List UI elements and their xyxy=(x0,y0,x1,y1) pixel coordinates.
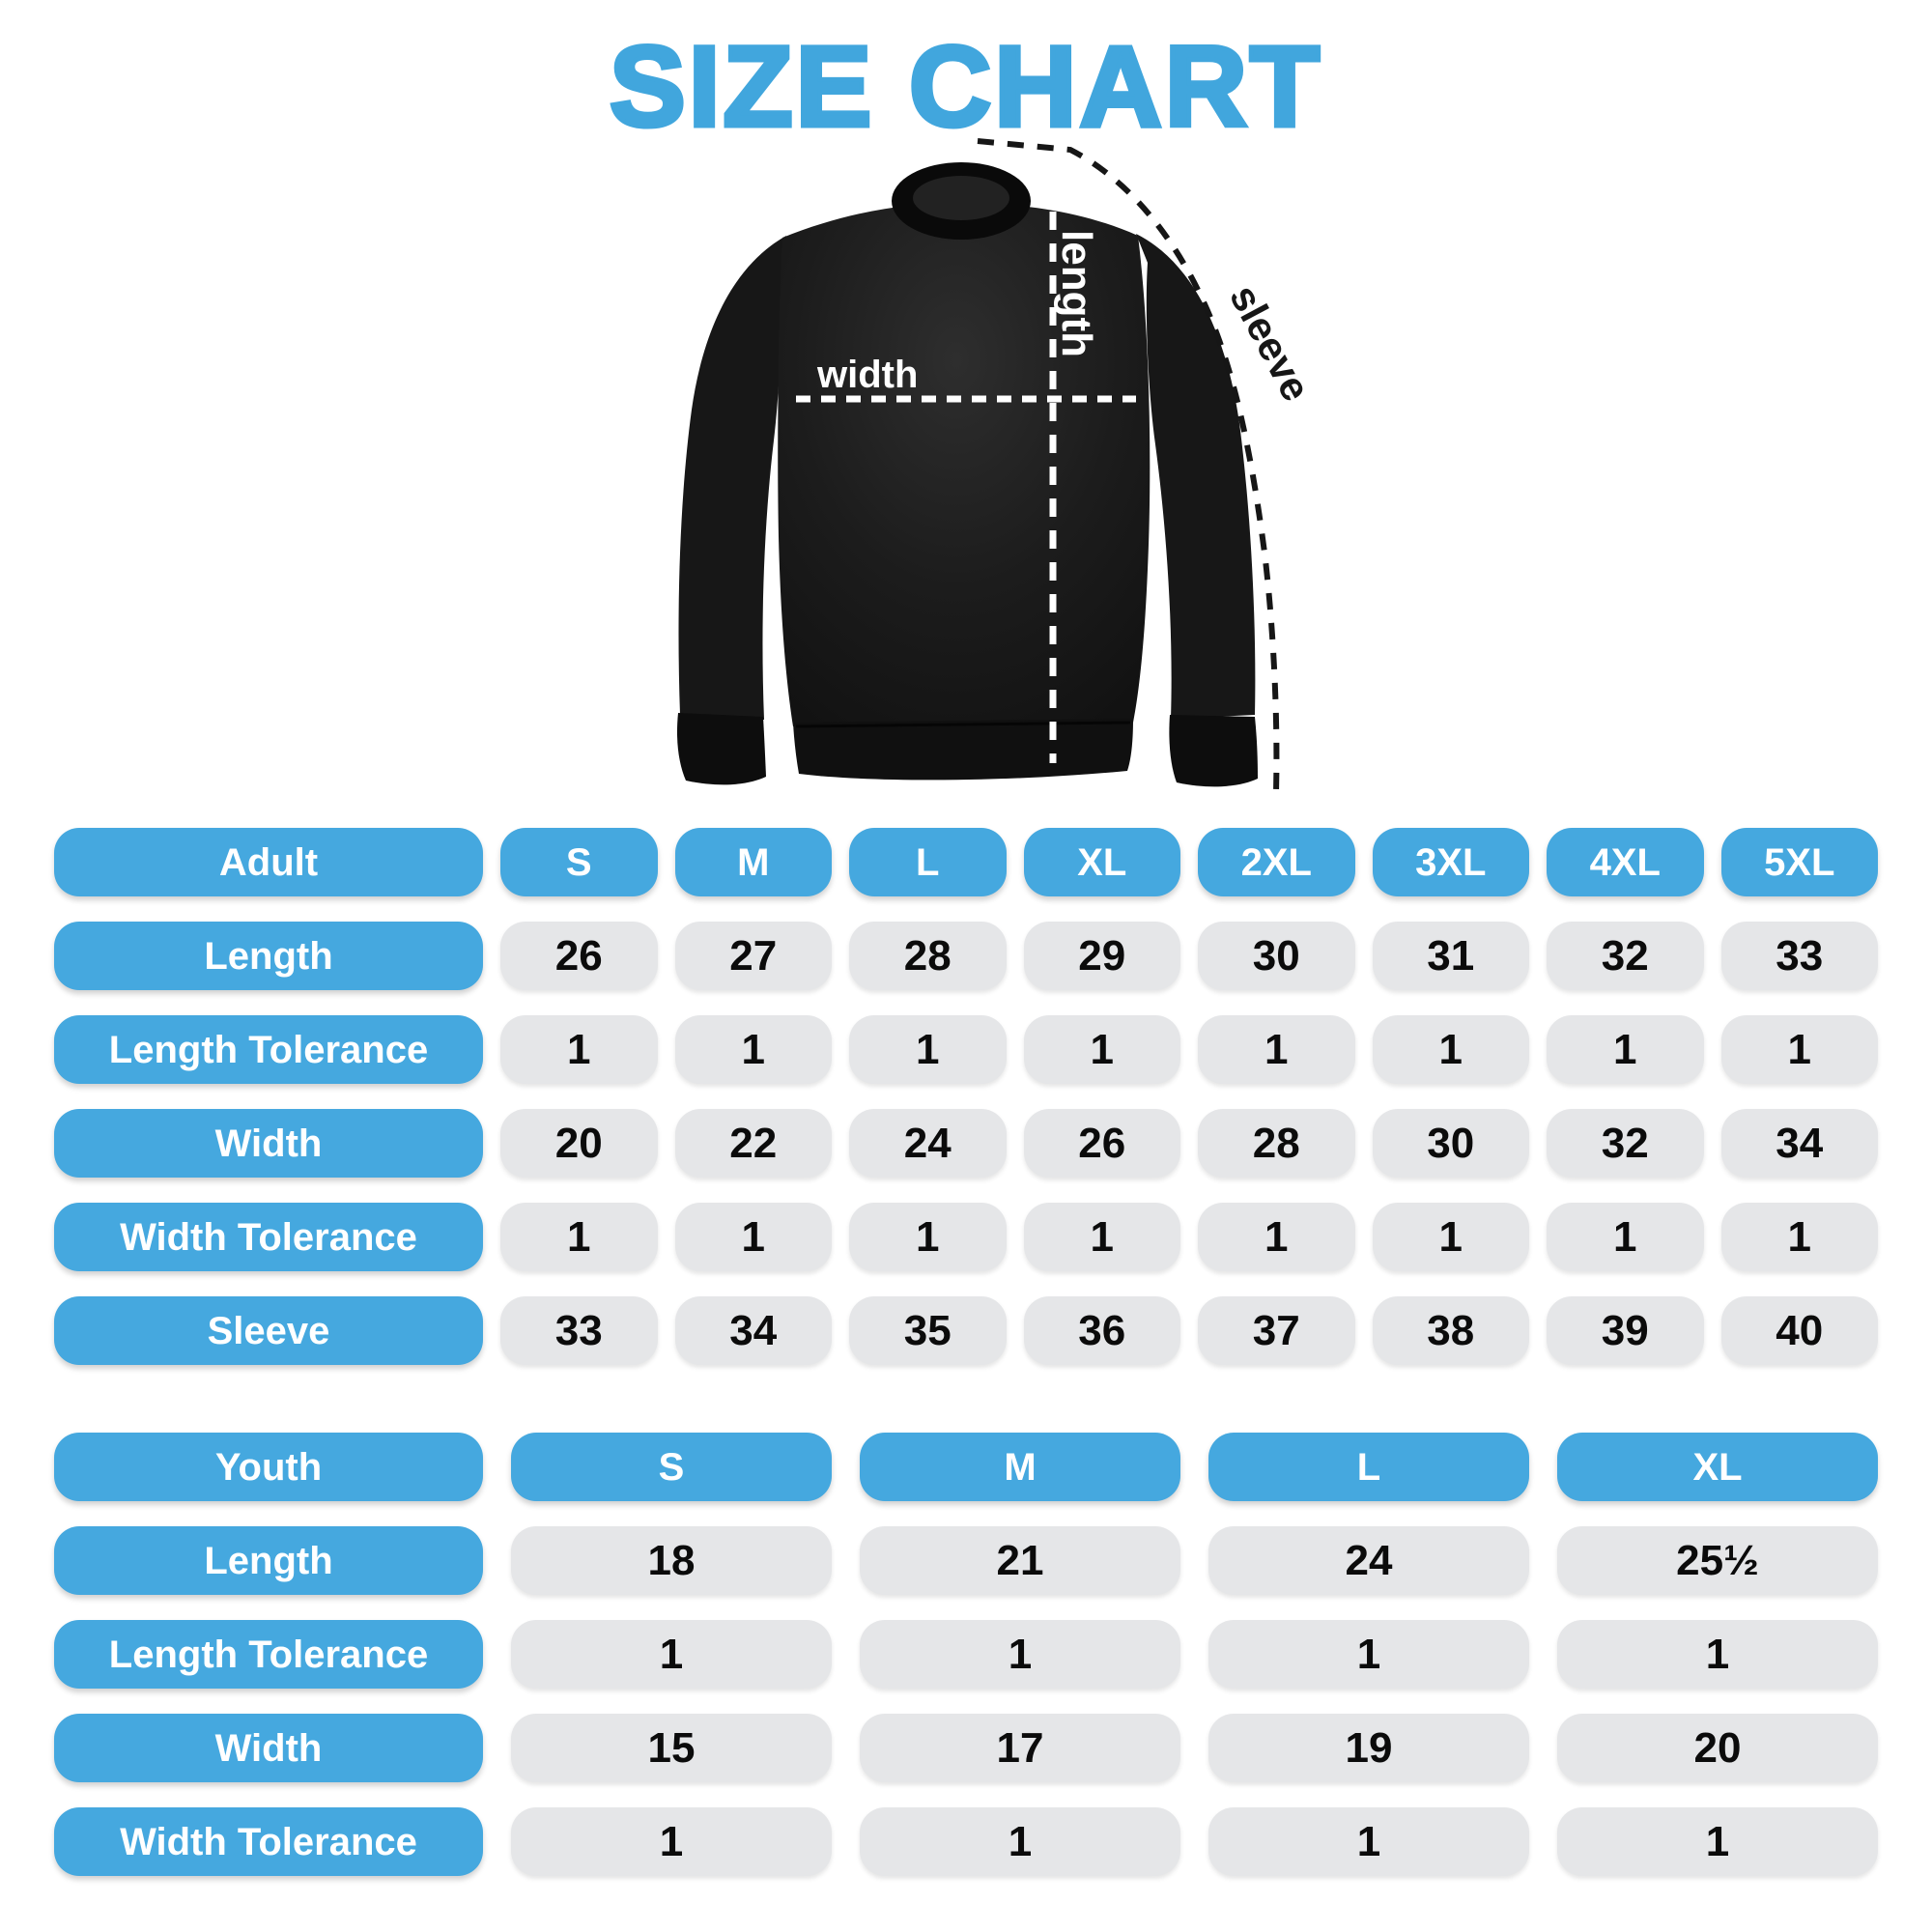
sweatshirt-right-sleeve xyxy=(1136,234,1256,719)
adult-width-tolerance-value: 1 xyxy=(1547,1203,1704,1271)
sweatshirt-waistband xyxy=(793,719,1133,781)
adult-width-tolerance-value: 1 xyxy=(500,1203,658,1271)
adult-sleeve-value: 37 xyxy=(1198,1296,1355,1365)
adult-row-label-width: Width xyxy=(54,1109,483,1178)
adult-sleeve-value: 40 xyxy=(1720,1296,1878,1365)
youth-table-title: Youth xyxy=(54,1433,483,1501)
youth-size-header-s: S xyxy=(511,1433,832,1501)
youth-length-tolerance-value: 1 xyxy=(1208,1620,1529,1689)
adult-length-value: 27 xyxy=(674,922,832,990)
youth-length-value: 24 xyxy=(1208,1526,1529,1595)
adult-length-tolerance-value: 1 xyxy=(1023,1015,1180,1084)
width-label: width xyxy=(816,354,918,396)
adult-length-value: 33 xyxy=(1720,922,1878,990)
adult-width-value: 30 xyxy=(1372,1109,1529,1178)
youth-size-header-m: M xyxy=(860,1433,1180,1501)
adult-width-value: 24 xyxy=(849,1109,1007,1178)
sweatshirt-body xyxy=(778,203,1151,726)
youth-length-value: 25½ xyxy=(1557,1526,1878,1595)
youth-length-value: 18 xyxy=(511,1526,832,1595)
sweatshirt-left-cuff xyxy=(676,713,766,785)
adult-length-tolerance-value: 1 xyxy=(1547,1015,1704,1084)
adult-size-table: Adult S M L XL 2XL 3XL 4XL 5XL Length 26… xyxy=(54,828,1878,1365)
adult-size-header-l: L xyxy=(849,828,1007,896)
adult-sleeve-value: 35 xyxy=(849,1296,1007,1365)
youth-size-header-l: L xyxy=(1208,1433,1529,1501)
adult-length-tolerance-value: 1 xyxy=(500,1015,658,1084)
adult-row-label-width-tolerance: Width Tolerance xyxy=(54,1203,483,1271)
adult-length-tolerance-value: 1 xyxy=(1198,1015,1355,1084)
adult-size-header-5xl: 5XL xyxy=(1720,828,1878,896)
youth-width-value: 15 xyxy=(511,1714,832,1782)
adult-row-label-length: Length xyxy=(54,922,483,990)
youth-row-label-length-tolerance: Length Tolerance xyxy=(54,1620,483,1689)
adult-length-value: 29 xyxy=(1023,922,1180,990)
adult-width-value: 20 xyxy=(500,1109,658,1178)
adult-length-value: 26 xyxy=(500,922,658,990)
youth-width-value: 20 xyxy=(1557,1714,1878,1782)
sleeve-dashed-line xyxy=(977,138,1280,793)
youth-width-value: 19 xyxy=(1208,1714,1529,1782)
youth-width-tolerance-value: 1 xyxy=(1208,1807,1529,1876)
adult-width-tolerance-value: 1 xyxy=(1023,1203,1180,1271)
youth-row-label-length: Length xyxy=(54,1526,483,1595)
adult-sleeve-value: 33 xyxy=(500,1296,658,1365)
youth-length-tolerance-value: 1 xyxy=(1557,1620,1878,1689)
youth-width-tolerance-value: 1 xyxy=(511,1807,832,1876)
adult-size-header-s: S xyxy=(500,828,658,896)
adult-width-tolerance-value: 1 xyxy=(1720,1203,1878,1271)
youth-row-label-width-tolerance: Width Tolerance xyxy=(54,1807,483,1876)
adult-width-tolerance-value: 1 xyxy=(1198,1203,1355,1271)
adult-width-value: 32 xyxy=(1547,1109,1704,1178)
adult-size-header-xl: XL xyxy=(1023,828,1180,896)
adult-size-header-4xl: 4XL xyxy=(1547,828,1704,896)
youth-size-header-xl: XL xyxy=(1557,1433,1878,1501)
adult-sleeve-value: 38 xyxy=(1372,1296,1529,1365)
adult-sleeve-value: 39 xyxy=(1547,1296,1704,1365)
adult-length-tolerance-value: 1 xyxy=(674,1015,832,1084)
adult-width-value: 34 xyxy=(1720,1109,1878,1178)
adult-length-value: 30 xyxy=(1198,922,1355,990)
youth-width-tolerance-value: 1 xyxy=(1557,1807,1878,1876)
adult-width-value: 28 xyxy=(1198,1109,1355,1178)
adult-length-value: 31 xyxy=(1372,922,1529,990)
adult-length-tolerance-value: 1 xyxy=(1372,1015,1529,1084)
sweatshirt-measurement-diagram: width length sleeve xyxy=(676,138,1320,793)
youth-length-value: 21 xyxy=(860,1526,1180,1595)
adult-width-value: 22 xyxy=(674,1109,832,1178)
adult-size-header-2xl: 2XL xyxy=(1198,828,1355,896)
adult-length-value: 28 xyxy=(849,922,1007,990)
adult-length-tolerance-value: 1 xyxy=(1720,1015,1878,1084)
adult-width-tolerance-value: 1 xyxy=(849,1203,1007,1271)
adult-sleeve-value: 36 xyxy=(1023,1296,1180,1365)
youth-length-tolerance-value: 1 xyxy=(860,1620,1180,1689)
adult-width-value: 26 xyxy=(1023,1109,1180,1178)
collar-inner xyxy=(913,176,1009,220)
adult-table-title: Adult xyxy=(54,828,483,896)
youth-width-value: 17 xyxy=(860,1714,1180,1782)
adult-size-header-m: M xyxy=(674,828,832,896)
adult-row-label-sleeve: Sleeve xyxy=(54,1296,483,1365)
sweatshirt-right-cuff xyxy=(1169,715,1258,787)
adult-sleeve-value: 34 xyxy=(674,1296,832,1365)
sweatshirt-left-sleeve xyxy=(678,236,786,720)
adult-row-label-length-tolerance: Length Tolerance xyxy=(54,1015,483,1084)
length-label: length xyxy=(1053,230,1100,357)
youth-row-label-width: Width xyxy=(54,1714,483,1782)
waistband-seam xyxy=(795,721,1131,728)
adult-length-tolerance-value: 1 xyxy=(849,1015,1007,1084)
youth-length-tolerance-value: 1 xyxy=(511,1620,832,1689)
youth-width-tolerance-value: 1 xyxy=(860,1807,1180,1876)
adult-length-value: 32 xyxy=(1547,922,1704,990)
adult-width-tolerance-value: 1 xyxy=(674,1203,832,1271)
adult-width-tolerance-value: 1 xyxy=(1372,1203,1529,1271)
adult-size-header-3xl: 3XL xyxy=(1372,828,1529,896)
page-title: SIZE CHART xyxy=(608,21,1322,154)
youth-size-table: Youth S M L XL Length 18 21 24 25½ Lengt… xyxy=(54,1433,1878,1876)
